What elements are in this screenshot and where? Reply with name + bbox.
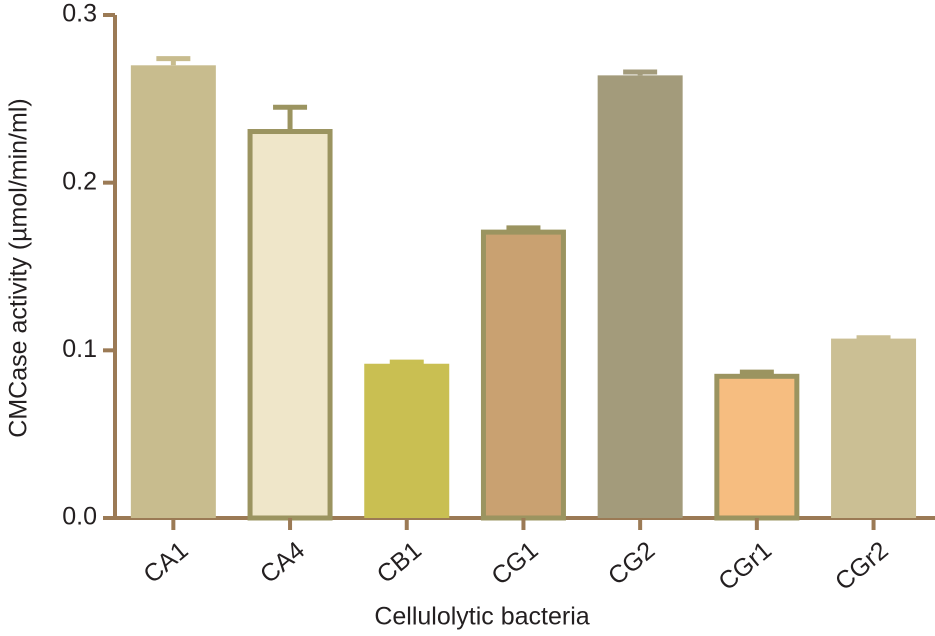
x-tick-label: CA1 (138, 536, 193, 589)
y-tick-label: 0.2 (62, 167, 97, 195)
error-bar (506, 225, 541, 231)
bar (597, 75, 683, 519)
x-tick-label: CGr1 (713, 536, 777, 596)
bar (480, 229, 566, 521)
y-tick-label: 0.3 (62, 0, 97, 28)
y-tick-label: 0.1 (62, 335, 97, 363)
x-tick-label: CA4 (255, 536, 310, 589)
x-axis-title: Cellulolytic bacteria (374, 603, 589, 631)
bar (130, 65, 216, 519)
x-tick-label: CB1 (372, 536, 427, 589)
error-bar (156, 56, 191, 66)
bar (714, 373, 800, 521)
x-tick-label: CG1 (486, 536, 543, 590)
y-axis-title: CMCase activity (µmol/min/ml) (5, 98, 33, 437)
error-bar (739, 369, 774, 375)
bar (364, 363, 450, 518)
error-bar (623, 69, 658, 76)
x-tick-label: CGr2 (830, 536, 894, 596)
bar (247, 129, 333, 521)
error-bar (389, 359, 424, 365)
error-bar (856, 335, 891, 341)
x-tick-label: CG2 (603, 536, 660, 590)
y-tick-label: 0.0 (62, 503, 97, 531)
bar (831, 338, 917, 518)
error-bar (273, 104, 308, 130)
